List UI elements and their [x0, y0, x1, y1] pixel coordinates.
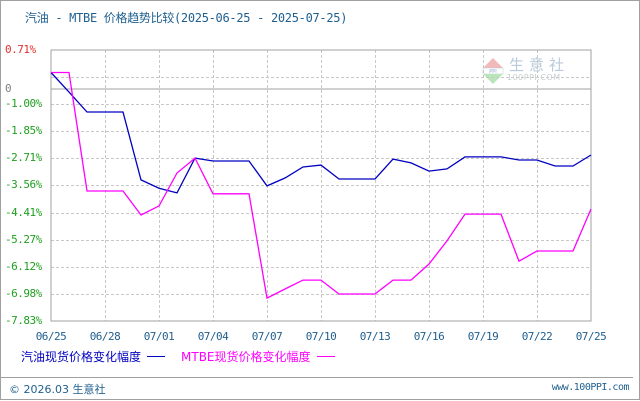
plot-border [50, 49, 592, 322]
x-label: 06/28 [89, 330, 121, 343]
x-label: 07/19 [467, 330, 499, 343]
y-label: -1.85% [5, 124, 42, 138]
y-label: -7.83% [5, 314, 42, 327]
legend-item-mtbe: MTBE现货价格变化幅度 [181, 348, 335, 365]
legend-item-gasoline: 汽油现货价格变化幅度 [21, 348, 166, 365]
y-label: -6.12% [5, 259, 42, 273]
x-label: 07/10 [305, 330, 337, 343]
y-label: -6.98% [5, 286, 42, 300]
x-label: 07/04 [197, 330, 229, 343]
y-label: -1.00% [5, 97, 42, 110]
gasoline-line [50, 72, 592, 194]
svg-text:PPI: PPI [489, 69, 497, 75]
x-label: 07/01 [143, 330, 175, 343]
legend-label-mtbe: MTBE现货价格变化幅度 [181, 350, 311, 364]
legend-swatch-mtbe [316, 356, 335, 357]
x-label: 07/13 [359, 330, 391, 343]
y-label: -4.41% [5, 205, 42, 219]
watermark-brand: 生意社 [509, 56, 570, 74]
legend: 汽油现货价格变化幅度 MTBE现货价格变化幅度 [21, 348, 351, 365]
site-link[interactable]: www.100PPI.com [551, 382, 630, 393]
footer-divider [1, 377, 633, 378]
chart-title: 汽油 - MTBE 价格趋势比较(2025-06-25 - 2025-07-25… [25, 11, 348, 25]
legend-label-gasoline: 汽油现货价格变化幅度 [21, 350, 142, 364]
y-label-top: 0.71% [5, 43, 36, 56]
x-label: 07/16 [413, 330, 445, 343]
y-label-zero: 0 [5, 82, 12, 95]
x-label: 06/25 [35, 330, 67, 343]
y-label: -2.71% [5, 151, 42, 165]
x-label: 07/25 [575, 330, 607, 343]
mtbe-line [51, 71, 592, 300]
copyright: © 2026.03 生意社 [9, 383, 106, 396]
y-label: -3.56% [5, 178, 42, 192]
y-label: -5.27% [5, 232, 42, 246]
x-label: 07/22 [521, 330, 553, 343]
legend-swatch-gasoline [147, 356, 166, 357]
x-label: 07/07 [251, 330, 283, 343]
